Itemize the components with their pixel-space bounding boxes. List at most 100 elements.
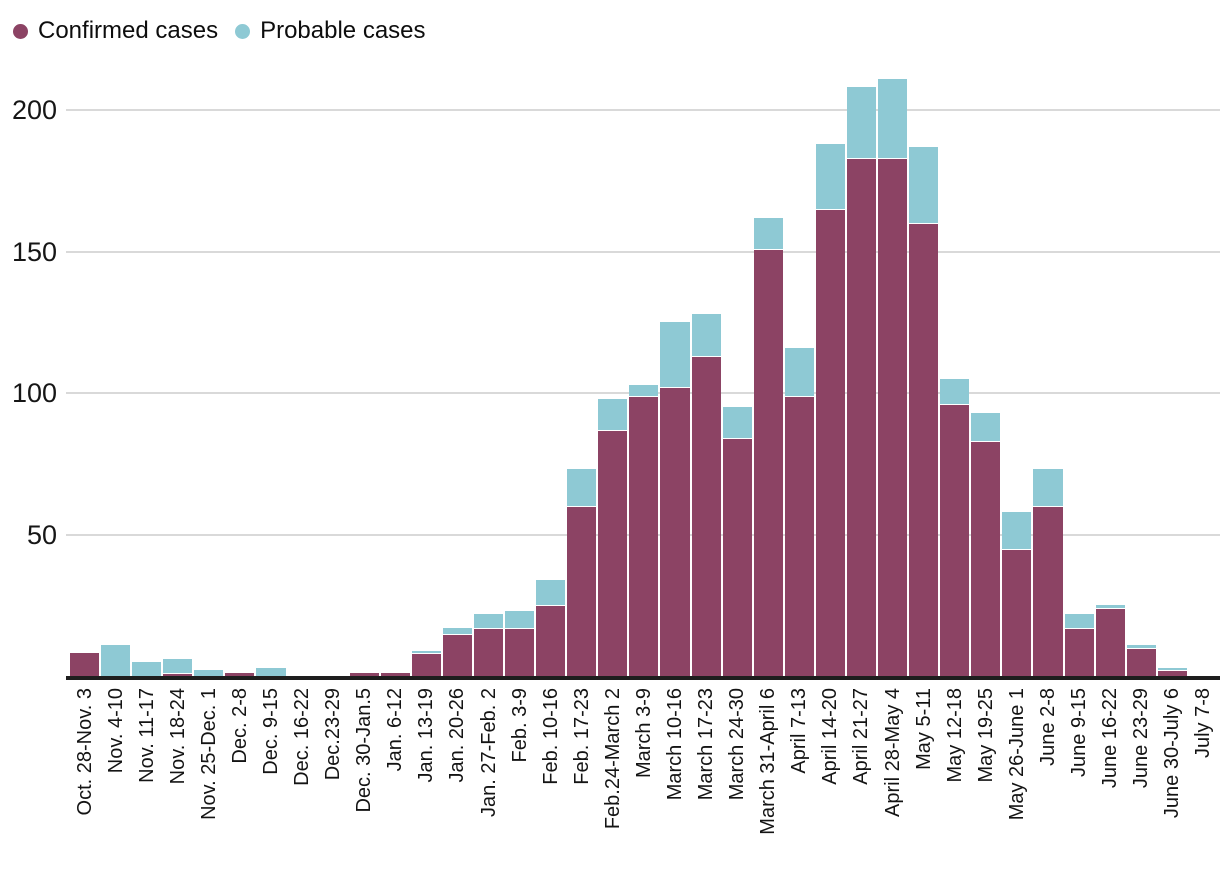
bar-group <box>132 661 162 676</box>
bar-segment-confirmed <box>629 395 659 676</box>
x-tick-cell: Dec. 30-Jan.5 <box>350 688 379 870</box>
bar-segment-confirmed <box>753 248 783 676</box>
x-tick-label: Nov. 25-Dec. 1 <box>197 688 220 820</box>
x-tick-cell: March 24-30 <box>723 688 752 870</box>
x-tick-cell: Feb.24-March 2 <box>598 688 627 870</box>
plot-area <box>70 0 1218 676</box>
x-axis-line <box>66 676 1220 680</box>
x-tick-cell: June 2-8 <box>1033 688 1062 870</box>
bar-group <box>70 653 100 676</box>
x-tick-label: Jan. 13-19 <box>415 688 438 783</box>
x-tick-cell: March 3-9 <box>629 688 658 870</box>
gridline-200 <box>66 109 1220 111</box>
x-tick-label: May 26-June 1 <box>1005 688 1028 821</box>
bar-group <box>784 347 814 676</box>
x-tick-label: April 14-20 <box>819 688 842 785</box>
x-tick-label: June 2-8 <box>1036 688 1059 766</box>
x-tick-label: July 7-8 <box>1192 688 1215 759</box>
bar-group <box>1002 511 1032 676</box>
bar-segment-probable <box>660 322 690 388</box>
bar-segment-confirmed <box>567 506 597 676</box>
bar-group <box>474 613 504 676</box>
x-tick-cell: April 28-May 4 <box>878 688 907 870</box>
bar-segment-probable <box>536 579 566 606</box>
bar-segment-confirmed <box>846 158 877 676</box>
bar-group <box>225 673 255 676</box>
x-tick-label: Dec. 30-Jan.5 <box>353 688 376 813</box>
bar-group <box>909 146 939 676</box>
bar-segment-probable <box>909 146 939 224</box>
bar-segment-confirmed <box>1033 506 1063 676</box>
x-tick-cell: April 14-20 <box>816 688 845 870</box>
x-tick-cell: June 16-22 <box>1096 688 1125 870</box>
x-tick-label: April 28-May 4 <box>881 688 904 817</box>
bar-segment-confirmed <box>940 404 970 676</box>
legend-label-confirmed: Confirmed cases <box>38 17 219 44</box>
y-tick-label-200: 200 <box>11 95 57 125</box>
bar-group <box>629 384 659 676</box>
x-tick-cell: Feb. 17-23 <box>567 688 596 870</box>
x-tick-cell: Dec. 16-22 <box>288 688 317 870</box>
x-tick-cell: Jan. 13-19 <box>412 688 441 870</box>
bar-group <box>101 644 131 676</box>
bar-segment-probable <box>753 217 783 249</box>
x-tick-label: Nov. 11-17 <box>135 688 158 783</box>
bar-group <box>349 673 379 676</box>
legend-item-probable: Probable cases <box>235 17 426 45</box>
bar-segment-confirmed <box>70 653 100 676</box>
x-tick-label: March 3-9 <box>632 688 655 779</box>
x-tick-cell: Feb. 3-9 <box>505 688 534 870</box>
bar-group <box>598 398 628 676</box>
gridline-150 <box>66 250 1220 253</box>
x-tick-cell: Dec. 2-8 <box>225 688 254 870</box>
x-tick-cell: March 17-23 <box>692 688 721 870</box>
bar-segment-confirmed <box>1157 670 1187 676</box>
bar-segment-probable <box>567 469 597 507</box>
bar-group <box>380 673 410 676</box>
legend: Confirmed cases Probable cases <box>13 17 426 45</box>
bar-segment-confirmed <box>349 673 379 676</box>
x-tick-label: Oct. 28-Nov. 3 <box>73 688 96 816</box>
x-tick-label: Nov. 4-10 <box>104 688 127 774</box>
bar-segment-probable <box>1095 605 1125 609</box>
bar-group <box>691 313 721 676</box>
bar-segment-probable <box>474 613 504 628</box>
bar-segment-confirmed <box>909 223 939 676</box>
bar-segment-confirmed <box>380 673 410 676</box>
x-tick-label: June 30-July 6 <box>1161 688 1184 819</box>
bar-segment-probable <box>505 610 535 628</box>
x-tick-cell: March 10-16 <box>660 688 689 870</box>
bar-segment-confirmed <box>1002 548 1032 676</box>
x-tick-label: April 7-13 <box>788 688 811 774</box>
x-tick-label: Jan. 6-12 <box>384 688 407 772</box>
bar-segment-confirmed <box>1126 647 1156 676</box>
x-tick-cell: Dec.23-29 <box>319 688 348 870</box>
x-tick-cell: June 9-15 <box>1065 688 1094 870</box>
x-tick-label: Jan. 20-26 <box>446 688 469 783</box>
bar-segment-probable <box>815 143 845 210</box>
bar-group <box>536 579 566 676</box>
bar-group <box>567 469 597 676</box>
bar-group <box>660 322 690 676</box>
x-tick-cell: Jan. 6-12 <box>381 688 410 870</box>
bar-segment-probable <box>1157 667 1187 671</box>
bar-segment-probable <box>256 667 286 676</box>
bar-segment-probable <box>722 407 752 439</box>
bar-segment-confirmed <box>722 438 752 676</box>
x-tick-cell: March 31-April 6 <box>754 688 783 870</box>
bar-group <box>815 143 845 676</box>
x-tick-label: April 21-27 <box>850 688 873 785</box>
x-tick-label: March 10-16 <box>664 688 687 801</box>
x-tick-cell: April 21-27 <box>847 688 876 870</box>
bar-group <box>505 610 535 676</box>
bar-segment-confirmed <box>878 158 908 676</box>
y-tick-label-50: 50 <box>26 519 57 550</box>
bar-segment-probable <box>971 412 1001 442</box>
bar-group <box>940 378 970 676</box>
bar-segment-confirmed <box>474 627 504 676</box>
bar-segment-probable <box>1033 469 1063 507</box>
x-tick-cell: Jan. 27-Feb. 2 <box>474 688 503 870</box>
y-tick-label-150: 150 <box>11 236 57 267</box>
x-tick-cell: Nov. 25-Dec. 1 <box>194 688 223 870</box>
bar-segment-probable <box>846 87 877 159</box>
